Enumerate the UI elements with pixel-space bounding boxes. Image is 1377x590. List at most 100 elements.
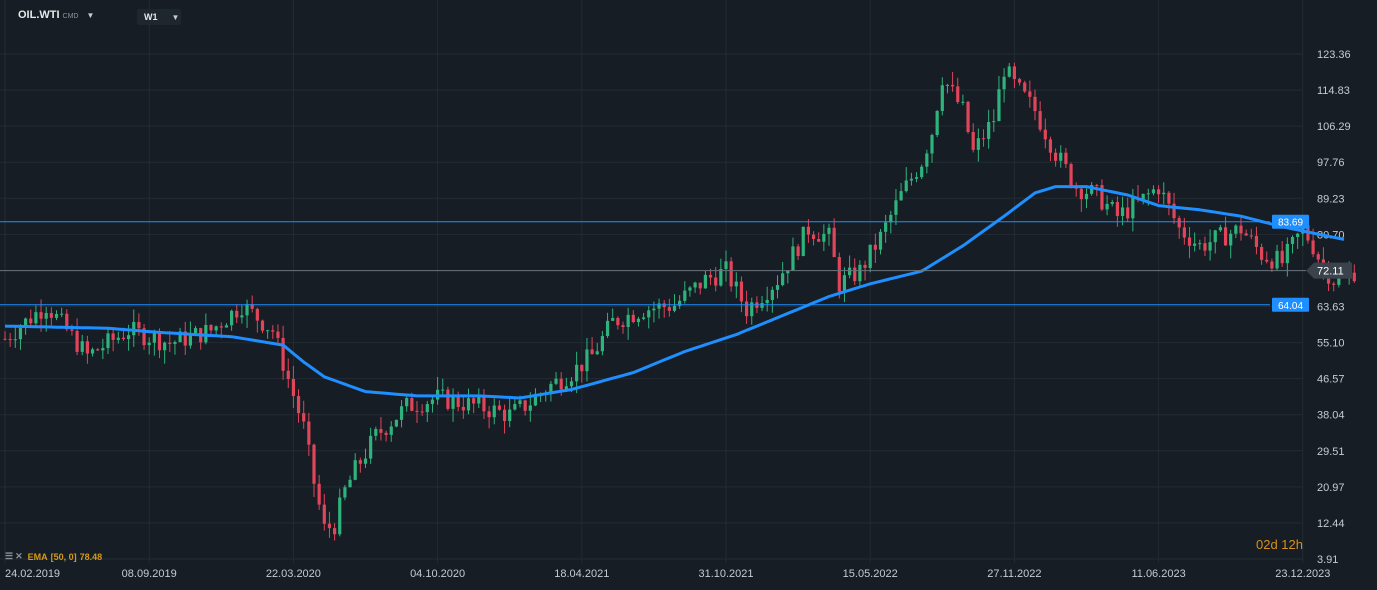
candle-body [564,386,568,390]
candle-body [1120,207,1125,216]
candle-body [338,497,342,535]
candle-body [688,287,692,291]
candle-body [1296,233,1300,237]
hline-label: 83.69 [1278,218,1303,229]
candle-body [1208,242,1212,251]
candle-body [1316,254,1320,260]
candle-body [80,341,84,352]
candle-body [708,274,713,278]
candle-body [1239,225,1243,234]
candle-body [204,324,208,343]
candle-body [940,85,944,111]
candle-body [70,329,74,331]
candle-body [302,413,306,422]
hline-label-box [1272,297,1309,312]
candle-body [1146,193,1150,195]
candle-body [333,528,337,535]
candle-body [920,166,924,178]
candle-body [163,342,167,351]
candle-body [157,333,162,351]
candle-body [817,239,821,242]
candle-body [384,432,388,435]
candle-body [394,419,398,427]
candle-body [451,396,455,409]
candle-body [1167,192,1171,204]
candle-body [322,504,326,524]
candle-body [621,325,625,328]
candle-body [1249,235,1253,237]
candle-body [75,330,79,352]
candle-body [96,349,100,351]
indicator-value: 78.48 [79,551,103,562]
candle-body [65,313,69,330]
symbol-selector[interactable]: OIL.WTI CMD ▼ [18,9,94,21]
candle-body [878,231,883,250]
candle-body [1182,227,1186,238]
candle-body [714,277,718,286]
candle-body [842,275,847,292]
candle-body [1043,129,1047,140]
candle-body [770,289,774,300]
candle-body [3,338,7,340]
candle-body [791,246,795,271]
candle-body [466,398,471,411]
candle-body [698,282,702,289]
candle-body [137,322,141,329]
close-icon[interactable]: ✕ [15,551,23,561]
candle-body [652,308,656,311]
candle-body [142,328,146,346]
candle-body [533,395,538,406]
candle-body [1162,192,1166,195]
candle-body [837,257,841,292]
y-tick-label: 114.83 [1317,85,1350,97]
x-tick-label: 11.06.2023 [1131,568,1185,580]
y-tick-label: 97.76 [1317,157,1345,169]
y-tick-label: 55.10 [1317,338,1345,350]
candle-body [369,435,373,459]
candle-body [420,411,424,413]
candle-body [605,320,610,337]
candle-body [276,331,280,338]
candle-body [868,244,872,268]
candle-body [827,227,831,234]
candle-body [523,400,527,411]
candle-body [34,312,38,324]
candle-body [935,110,939,136]
candle-body [1260,246,1264,260]
candle-body [101,348,105,351]
candle-body [348,479,352,488]
candle-body [425,404,429,413]
candle-body [642,317,646,319]
candle-body [719,269,723,286]
candle-body [1285,243,1289,264]
candle-body [1007,66,1011,77]
candle-body [1352,272,1356,282]
candle-body [899,191,903,201]
candle-body [296,396,301,414]
candle-body [8,338,12,340]
candle-body [1100,185,1104,210]
candle-body [672,305,677,311]
candle-body [410,397,414,411]
candle-body [183,331,187,346]
candle-body [1301,225,1305,234]
candle-body [230,310,234,326]
candle-body [379,429,383,433]
candle-body [255,308,259,321]
candle-body [1115,201,1119,216]
candle-body [760,303,764,308]
candle-body [739,281,744,302]
timeframe-selector[interactable]: W1 ▼ [137,9,181,25]
menu-icon[interactable]: ☰ [5,551,14,561]
candle-body [1012,66,1016,80]
indicator-legend[interactable]: ☰ ✕ EMA [50, 0] 78.48 [5,551,102,562]
candle-body [219,326,223,328]
candle-body [492,405,496,418]
y-tick-label: 123.36 [1317,49,1351,61]
candle-body [997,89,1001,122]
y-tick-label: 3.91 [1317,554,1338,566]
candle-body [1028,91,1032,97]
candle-body [127,335,131,340]
y-tick-label: 38.04 [1317,410,1345,422]
